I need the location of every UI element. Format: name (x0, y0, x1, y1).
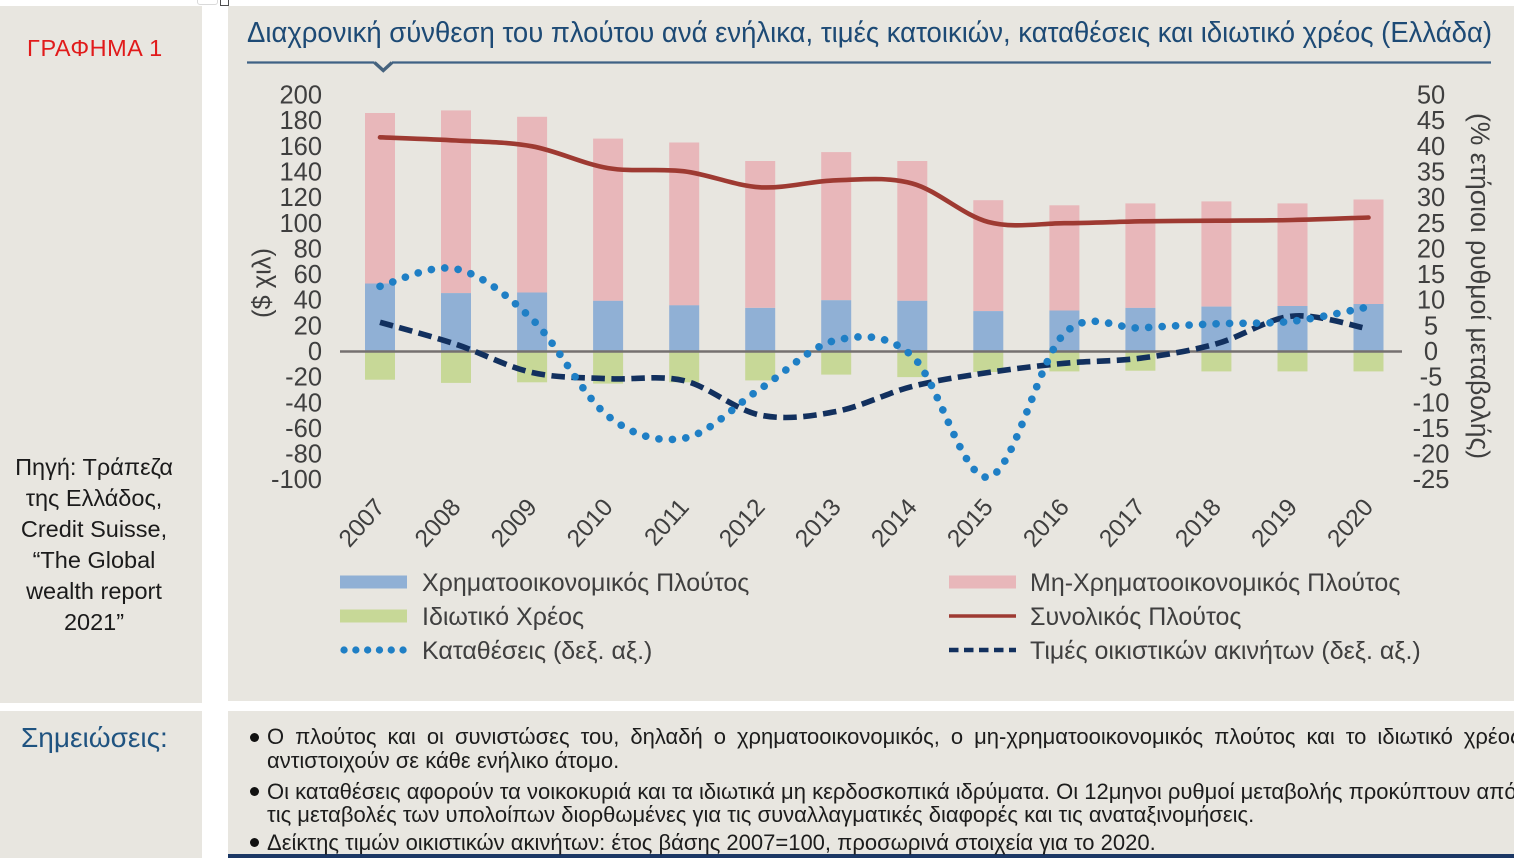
svg-text:2017: 2017 (1094, 494, 1151, 553)
svg-text:Ιδιωτικό Χρέος: Ιδιωτικό Χρέος (422, 603, 584, 631)
svg-text:5: 5 (1424, 312, 1438, 340)
svg-text:2009: 2009 (486, 494, 543, 553)
svg-text:-5: -5 (1420, 364, 1443, 392)
svg-text:0: 0 (1424, 338, 1438, 366)
svg-text:40: 40 (1417, 133, 1445, 161)
svg-text:Μη-Χρηματοοικονομικός Πλούτος: Μη-Χρηματοοικονομικός Πλούτος (1030, 569, 1400, 597)
svg-text:-20: -20 (1413, 441, 1450, 469)
svg-text:20: 20 (294, 312, 322, 340)
svg-text:2018: 2018 (1170, 494, 1227, 553)
svg-text:10: 10 (1417, 287, 1445, 315)
svg-text:2019: 2019 (1246, 494, 1303, 553)
svg-text:200: 200 (279, 82, 322, 110)
svg-text:2013: 2013 (790, 494, 847, 553)
svg-text:35: 35 (1417, 159, 1445, 187)
svg-text:50: 50 (1417, 82, 1445, 110)
svg-text:-20: -20 (285, 364, 322, 392)
svg-text:2016: 2016 (1018, 494, 1075, 553)
svg-text:(% ετήσιοι ρυθμοί μεταβολής): (% ετήσιοι ρυθμοί μεταβολής) (1465, 113, 1495, 459)
svg-text:($ χιλ): ($ χιλ) (249, 248, 277, 318)
svg-text:2010: 2010 (562, 494, 619, 553)
svg-text:120: 120 (279, 184, 322, 212)
svg-text:-100: -100 (271, 466, 322, 494)
svg-text:Συνολικός Πλούτος: Συνολικός Πλούτος (1030, 603, 1241, 631)
svg-text:25: 25 (1417, 210, 1445, 238)
svg-text:-15: -15 (1413, 415, 1450, 443)
svg-text:Καταθέσεις (δεξ. αξ.): Καταθέσεις (δεξ. αξ.) (422, 637, 652, 665)
svg-text:2015: 2015 (942, 494, 999, 553)
svg-text:2011: 2011 (639, 494, 694, 551)
svg-text:20: 20 (1417, 235, 1445, 263)
svg-text:2008: 2008 (410, 494, 467, 553)
svg-text:160: 160 (279, 133, 322, 161)
svg-text:-60: -60 (285, 415, 322, 443)
svg-text:30: 30 (1417, 184, 1445, 212)
svg-text:15: 15 (1417, 261, 1445, 289)
svg-text:60: 60 (294, 261, 322, 289)
svg-text:80: 80 (294, 235, 322, 263)
svg-text:100: 100 (279, 210, 322, 238)
svg-text:40: 40 (294, 287, 322, 315)
svg-text:140: 140 (279, 159, 322, 187)
svg-text:-10: -10 (1413, 389, 1450, 417)
svg-text:-25: -25 (1413, 466, 1450, 494)
svg-text:2012: 2012 (714, 494, 771, 553)
svg-text:0: 0 (308, 338, 322, 366)
svg-text:-80: -80 (285, 441, 322, 469)
svg-text:Τιμές οικιστικών ακινήτων (δεξ: Τιμές οικιστικών ακινήτων (δεξ. αξ.) (1030, 637, 1421, 665)
svg-text:Διαχρονική σύνθεση του πλούτου: Διαχρονική σύνθεση του πλούτου ανά ενήλι… (247, 17, 1492, 49)
svg-text:2020: 2020 (1322, 494, 1379, 553)
svg-text:2007: 2007 (334, 494, 391, 553)
svg-text:180: 180 (279, 107, 322, 135)
svg-text:2014: 2014 (866, 494, 923, 553)
svg-text:-40: -40 (285, 389, 322, 417)
svg-text:Χρηματοοικονομικός Πλούτος: Χρηματοοικονομικός Πλούτος (422, 569, 749, 597)
svg-text:45: 45 (1417, 107, 1445, 135)
